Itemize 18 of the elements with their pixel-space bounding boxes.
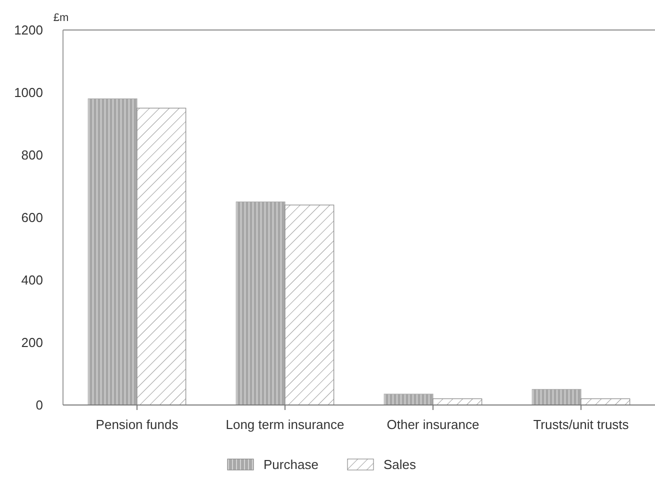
legend-label: Purchase [264, 457, 318, 472]
bar [88, 98, 138, 406]
x-tick-label: Pension funds [96, 417, 179, 432]
y-tick-label: 600 [21, 210, 43, 226]
y-tick-label: 1200 [14, 22, 43, 38]
y-tick-label: 0 [36, 398, 43, 413]
y-tick-label: 400 [21, 272, 43, 288]
x-tick-label: Long term insurance [226, 417, 344, 432]
y-tick-label: 200 [21, 335, 43, 350]
y-tick-label: 800 [21, 148, 43, 163]
y-tick-label: 1000 [14, 85, 43, 100]
bar [384, 394, 434, 406]
bar [236, 202, 286, 406]
x-tick-label: Trusts/unit trusts [533, 417, 630, 432]
x-tick-label: Other insurance [386, 417, 480, 432]
legend-label: Sales [384, 457, 417, 472]
y-axis-title: £m [53, 12, 69, 24]
bar [532, 389, 582, 406]
